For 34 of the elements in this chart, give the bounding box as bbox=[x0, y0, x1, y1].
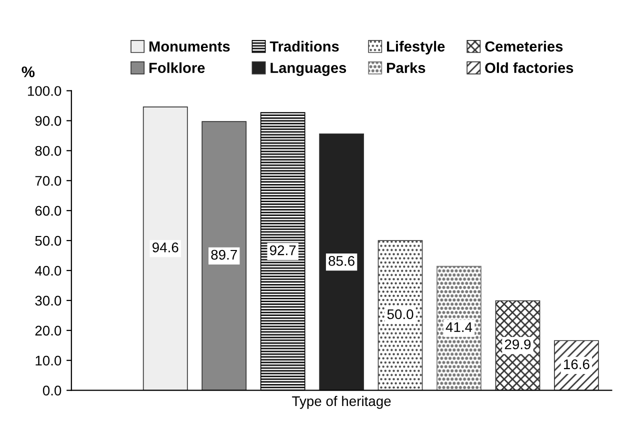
x-axis-title: Type of heritage bbox=[292, 396, 391, 409]
y-tick-label: 30.0 bbox=[35, 296, 62, 306]
data-label: 89.7 bbox=[211, 250, 237, 260]
data-label: 41.4 bbox=[446, 322, 472, 332]
legend-label: Languages bbox=[270, 62, 346, 76]
data-label: 29.9 bbox=[504, 339, 531, 350]
y-tick-label: 50.0 bbox=[35, 236, 62, 246]
data-label: 16.6 bbox=[564, 359, 590, 370]
bar bbox=[436, 266, 482, 390]
y-tick-label: 40.0 bbox=[34, 266, 62, 276]
legend-label: Old factories bbox=[485, 62, 574, 74]
legend-label: Cemeteries bbox=[485, 40, 563, 52]
y-tick-label: 20.0 bbox=[35, 326, 62, 336]
legend-label: Monuments bbox=[149, 41, 230, 52]
legend-label: Lifestyle bbox=[387, 40, 445, 55]
bar bbox=[202, 121, 247, 390]
data-label: 94.6 bbox=[152, 242, 178, 252]
bar bbox=[378, 240, 423, 390]
y-tick-label: 70.0 bbox=[35, 176, 62, 186]
y-tick-label: 80.0 bbox=[35, 146, 62, 156]
data-label: 50.0 bbox=[387, 309, 414, 320]
data-label: 85.6 bbox=[328, 256, 354, 266]
y-axis-title: % bbox=[22, 66, 35, 78]
data-label: 92.7 bbox=[270, 245, 296, 256]
y-tick-label: 0.0 bbox=[42, 386, 62, 396]
legend-label: Folklore bbox=[149, 62, 205, 74]
y-tick-label: 10.0 bbox=[36, 356, 62, 366]
bar bbox=[142, 106, 188, 390]
y-tick-label: 90.0 bbox=[35, 116, 62, 126]
bar bbox=[319, 133, 364, 390]
legend-label: Parks bbox=[387, 62, 426, 74]
y-tick-label: 100.0 bbox=[28, 86, 62, 96]
legend-label: Traditions bbox=[270, 40, 339, 52]
y-tick-label: 60.0 bbox=[35, 206, 62, 216]
